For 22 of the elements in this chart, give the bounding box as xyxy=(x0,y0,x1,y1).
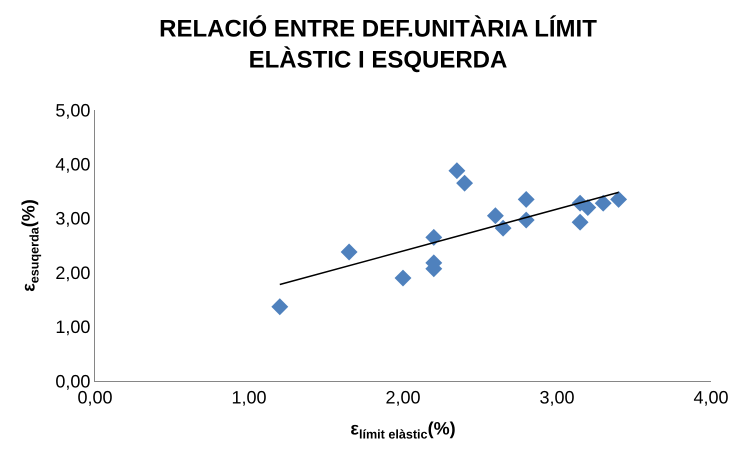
chart-title: RELACIÓ ENTRE DEF.UNITÀRIA LÍMIT ELÀSTIC I ESQUERDA xyxy=(159,14,598,74)
point xyxy=(594,194,612,212)
point xyxy=(486,207,504,224)
point xyxy=(340,244,358,260)
x-tick-label: 3,00 xyxy=(539,388,575,408)
y-tick-label: 3,00 xyxy=(55,208,90,229)
point xyxy=(394,270,412,286)
x-tick-label: 2,00 xyxy=(385,388,421,408)
point xyxy=(271,298,288,316)
y-tick-label: 2,00 xyxy=(55,262,90,283)
x-tick-label: 4,00 xyxy=(693,388,729,408)
point xyxy=(448,162,466,180)
x-axis-title: ε$_{límit elàstic}$(%) xyxy=(350,418,456,442)
x-tick-label: 1,00 xyxy=(231,388,267,408)
point xyxy=(456,174,474,192)
point xyxy=(610,190,628,208)
point xyxy=(425,228,442,246)
point xyxy=(518,190,535,208)
y-tick-label: 4,00 xyxy=(55,154,90,174)
y-tick-label: 5,00 xyxy=(55,100,90,120)
y-tick-label: 1,00 xyxy=(55,317,90,338)
point xyxy=(572,214,589,231)
